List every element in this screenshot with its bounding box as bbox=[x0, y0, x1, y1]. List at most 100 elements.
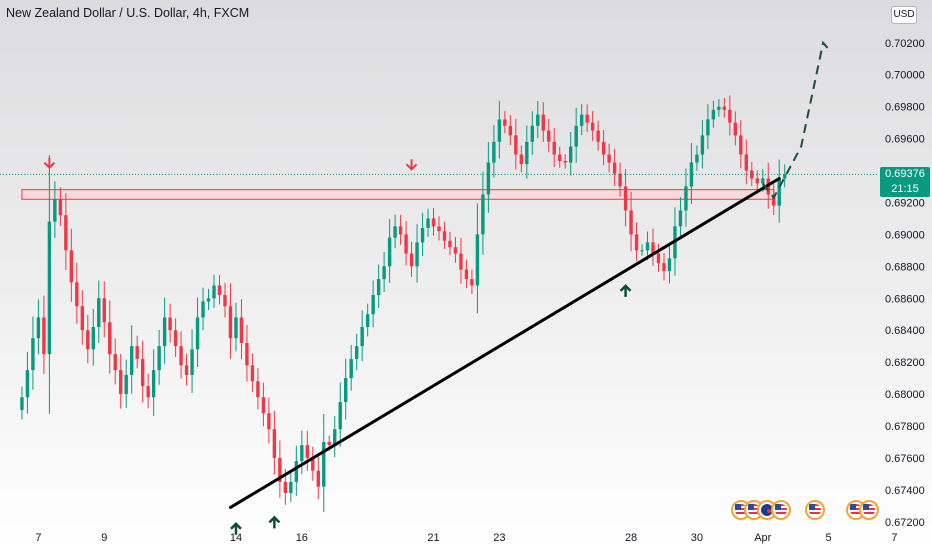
candle-body bbox=[651, 242, 655, 254]
candle-body bbox=[475, 234, 480, 286]
candle-body bbox=[772, 194, 776, 206]
candle-body bbox=[228, 306, 233, 339]
up-arrow-head bbox=[230, 522, 242, 530]
candle-body bbox=[250, 365, 255, 382]
time-tick-label: 30 bbox=[691, 532, 703, 544]
candle-body bbox=[739, 135, 743, 155]
candle-body bbox=[162, 317, 167, 347]
candle-body bbox=[234, 317, 238, 339]
candle-body bbox=[64, 215, 68, 251]
us-event-icon[interactable] bbox=[805, 500, 825, 520]
candle-body bbox=[541, 114, 545, 131]
up-arrow-marker bbox=[230, 522, 242, 535]
price-axis[interactable]: 0.702000.700000.698000.696000.694000.692… bbox=[885, 38, 925, 529]
candle-body bbox=[459, 253, 463, 270]
candle-body bbox=[206, 298, 211, 302]
candle-body bbox=[519, 154, 524, 165]
candle-body bbox=[700, 135, 705, 155]
price-tick-label: 0.67800 bbox=[885, 421, 925, 433]
candle-body bbox=[590, 122, 595, 131]
candle-body bbox=[585, 114, 589, 123]
candle-body bbox=[245, 342, 249, 366]
candle-body bbox=[53, 199, 57, 222]
candle-body bbox=[327, 441, 331, 446]
candle-body bbox=[333, 429, 337, 446]
candle-body bbox=[201, 301, 205, 318]
up-arrow-marker bbox=[619, 284, 632, 297]
candle-body bbox=[173, 330, 178, 347]
candle-body bbox=[722, 106, 727, 110]
resistance-zone-rect bbox=[21, 189, 775, 200]
currency-badge[interactable]: USD bbox=[891, 6, 917, 24]
candle-body bbox=[503, 119, 507, 126]
time-tick-label: 14 bbox=[230, 532, 242, 544]
candle-body bbox=[706, 119, 710, 136]
candle-body bbox=[645, 242, 650, 251]
candle-body bbox=[80, 306, 85, 331]
price-tick-label: 0.70000 bbox=[885, 70, 925, 82]
candle-body bbox=[360, 327, 364, 347]
candle-body bbox=[662, 263, 666, 272]
candle-body bbox=[514, 135, 518, 155]
candle-body bbox=[69, 250, 74, 283]
candle-body bbox=[129, 346, 134, 375]
candle-body bbox=[568, 146, 573, 163]
candle-body bbox=[151, 370, 156, 398]
candle-body bbox=[354, 346, 359, 359]
candle-body bbox=[404, 234, 408, 254]
price-tick-label: 0.69000 bbox=[885, 229, 925, 241]
candle-body bbox=[629, 210, 633, 235]
price-tick-label: 0.69600 bbox=[885, 134, 925, 146]
time-axis[interactable]: 7 9 14 16 21 23 28 30 Apr 5 7 bbox=[35, 532, 897, 544]
candle-body bbox=[711, 109, 716, 120]
candle-body bbox=[481, 194, 485, 235]
candles bbox=[20, 95, 787, 512]
candle-body bbox=[124, 374, 128, 395]
candle-body bbox=[365, 314, 370, 327]
time-tick-label: 16 bbox=[296, 532, 308, 544]
time-tick-label: 5 bbox=[826, 532, 832, 544]
candle-body bbox=[618, 173, 622, 187]
us-event-icon[interactable] bbox=[859, 500, 879, 520]
candle-body bbox=[344, 378, 348, 403]
candle-body bbox=[579, 114, 584, 126]
candle-body bbox=[212, 285, 216, 299]
candle-body bbox=[409, 253, 414, 267]
candle-body bbox=[717, 106, 721, 110]
drawings[interactable] bbox=[0, 40, 878, 509]
candle-body bbox=[25, 370, 30, 398]
candle-body bbox=[437, 226, 441, 232]
time-tick-label: Apr bbox=[754, 532, 771, 544]
candle-body bbox=[448, 240, 452, 248]
candle-body bbox=[119, 370, 123, 395]
time-tick-label: 28 bbox=[625, 532, 637, 544]
candle-body bbox=[695, 154, 699, 163]
time-tick-label: 7 bbox=[891, 532, 897, 544]
up-arrow-head bbox=[619, 284, 632, 292]
down-arrow-marker bbox=[43, 157, 56, 170]
candle-body bbox=[184, 365, 189, 375]
candle-body bbox=[371, 295, 375, 315]
price-tick-label: 0.68000 bbox=[885, 389, 925, 401]
candle-body bbox=[667, 258, 672, 272]
candle-body bbox=[601, 141, 606, 155]
down-arrow-head bbox=[405, 163, 418, 171]
candle-body bbox=[393, 226, 397, 238]
resistance-zone[interactable] bbox=[21, 189, 775, 200]
price-tick-label: 0.69200 bbox=[885, 197, 925, 209]
candle-body bbox=[261, 397, 266, 414]
chart-title: New Zealand Dollar / U.S. Dollar, 4h, FX… bbox=[6, 6, 250, 20]
us-event-icon[interactable] bbox=[771, 500, 791, 520]
candle-body bbox=[640, 250, 644, 252]
candle-body bbox=[558, 154, 562, 161]
price-tick-label: 0.68800 bbox=[885, 261, 925, 273]
candle-body bbox=[497, 119, 502, 142]
candle-body bbox=[179, 346, 183, 366]
up-arrow-head bbox=[268, 515, 281, 524]
candle-body bbox=[382, 266, 386, 280]
candle-body bbox=[547, 130, 551, 142]
candle-body bbox=[415, 242, 419, 267]
candle-body bbox=[612, 162, 617, 174]
